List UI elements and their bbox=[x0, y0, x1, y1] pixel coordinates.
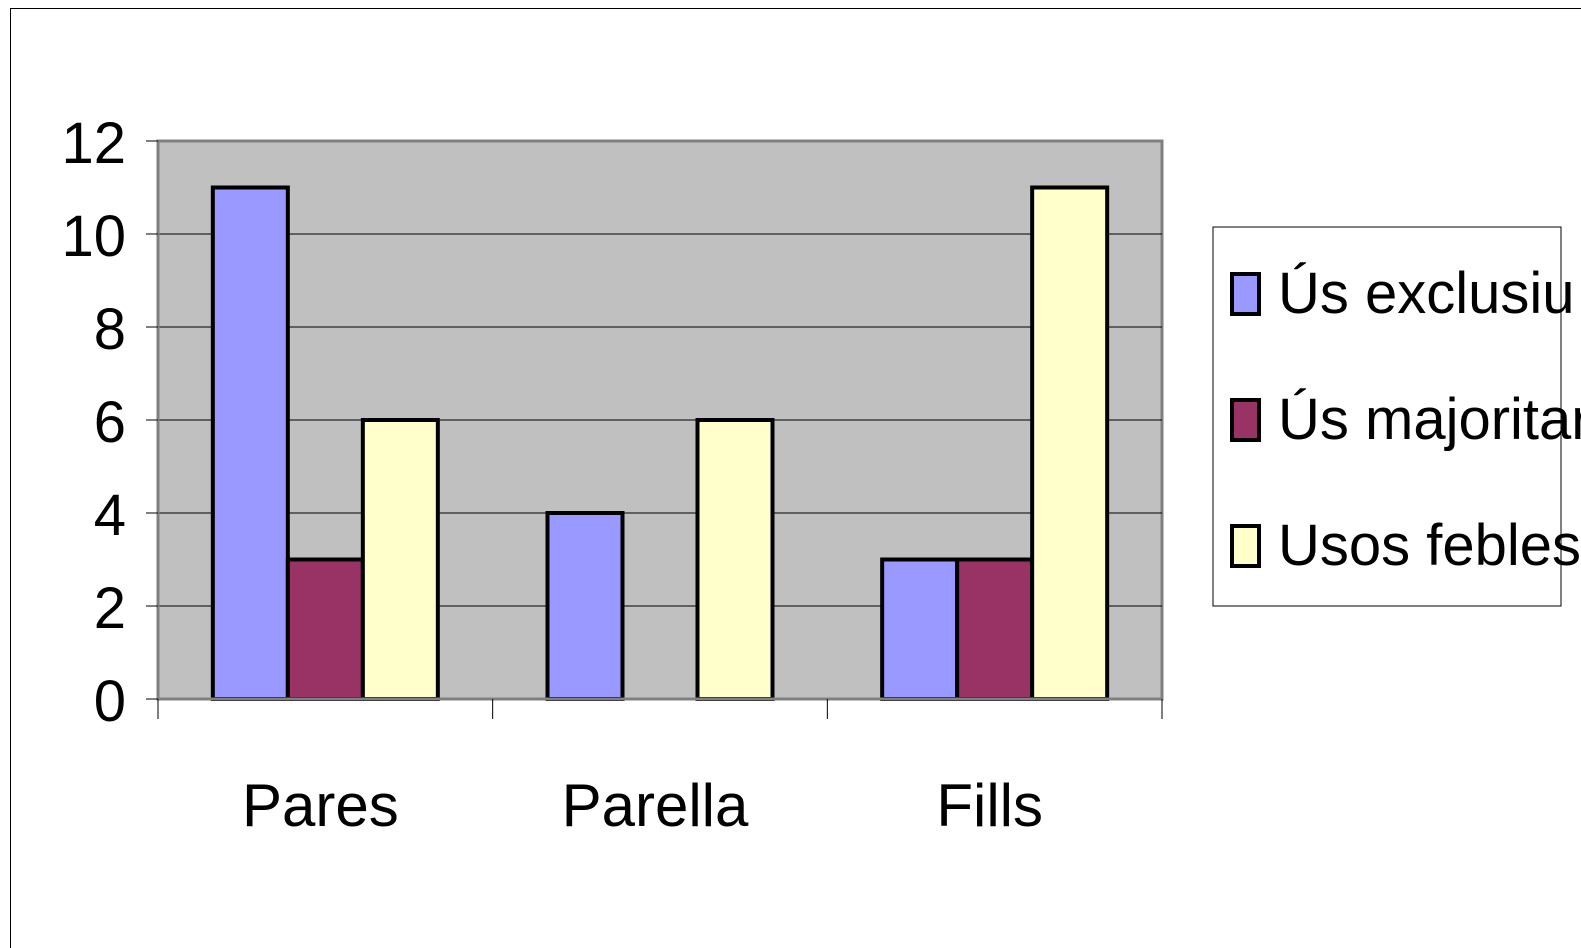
y-tick-label: 12 bbox=[61, 111, 126, 176]
y-tick-label: 2 bbox=[94, 576, 126, 641]
legend: Ús exclusiu Ús majoritari Usos febles bbox=[1212, 226, 1581, 607]
legend-label-3: Usos febles bbox=[1278, 513, 1581, 578]
category-label-pares: Pares bbox=[242, 772, 399, 839]
legend-label-2: Ús majoritari bbox=[1278, 387, 1581, 452]
legend-swatch-2 bbox=[1230, 398, 1261, 442]
y-tick-label: 6 bbox=[94, 390, 126, 455]
legend-box bbox=[1212, 226, 1562, 607]
bar-fills-series-3 bbox=[1030, 185, 1110, 701]
category-label-parella: Parella bbox=[562, 772, 749, 839]
bar-fills-series-2 bbox=[955, 557, 1035, 701]
y-axis-tick-labels: 0 2 4 6 8 10 12 bbox=[61, 111, 126, 734]
bar-pares-series-3 bbox=[360, 418, 440, 701]
x-axis-category-labels: Pares Parella Fills bbox=[242, 772, 1043, 839]
y-tick-label: 4 bbox=[94, 483, 126, 548]
y-tick-label: 10 bbox=[61, 204, 126, 269]
legend-swatch-3 bbox=[1230, 524, 1261, 568]
y-tick-label: 8 bbox=[94, 297, 126, 362]
axes bbox=[146, 140, 1163, 719]
bar-fills-series-1 bbox=[880, 557, 960, 701]
y-tick-label: 0 bbox=[94, 669, 126, 734]
category-label-fills: Fills bbox=[936, 772, 1043, 839]
legend-label-1: Ús exclusiu bbox=[1278, 261, 1575, 326]
bar-pares-series-2 bbox=[285, 557, 365, 701]
bar-parella-series-1 bbox=[545, 511, 625, 701]
bar-parella-series-3 bbox=[695, 418, 775, 701]
bar-pares-series-1 bbox=[210, 185, 290, 701]
chart-frame bbox=[10, 8, 1581, 948]
legend-swatch-1 bbox=[1230, 272, 1261, 316]
